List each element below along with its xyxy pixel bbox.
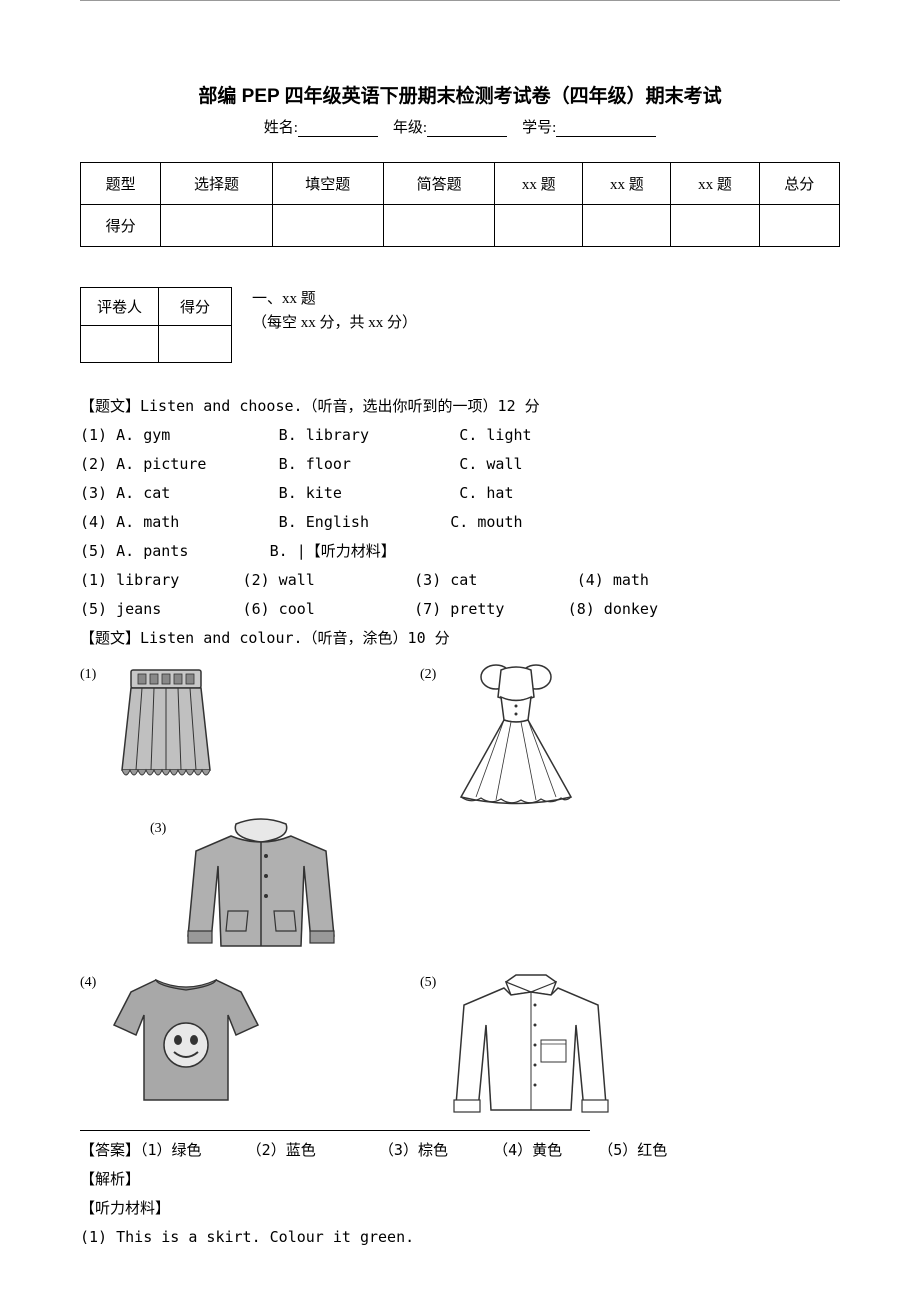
score-header-row: 题型 选择题 填空题 简答题 xx 题 xx 题 xx 题 总分 xyxy=(81,163,840,205)
score-h7: 总分 xyxy=(759,163,839,205)
grade-label: 年级: xyxy=(393,120,427,136)
img-label-5: (5) xyxy=(420,970,436,995)
q1-option: (5) A. pants B. |【听力材料】 xyxy=(80,538,840,565)
img-label-1: (1) xyxy=(80,662,96,687)
q1-option: (2) A. picture B. floor C. wall xyxy=(80,451,840,478)
score-cell[interactable] xyxy=(583,205,671,247)
score-cell[interactable] xyxy=(671,205,759,247)
score-h5: xx 题 xyxy=(583,163,671,205)
score-h1: 选择题 xyxy=(161,163,272,205)
jacket-icon xyxy=(176,816,346,966)
question-content: 【题文】Listen and choose.（听音，选出你听到的一项）12 分 … xyxy=(80,393,840,1251)
q2-stem: 【题文】Listen and colour.（听音，涂色）10 分 xyxy=(80,625,840,652)
q1-option: (1) A. gym B. library C. light xyxy=(80,422,840,449)
shirt-icon xyxy=(446,970,616,1120)
skirt-icon xyxy=(106,662,226,792)
id-blank[interactable] xyxy=(556,122,656,137)
name-blank[interactable] xyxy=(298,122,378,137)
exam-page: 部编 PEP 四年级英语下册期末检测考试卷（四年级）期末考试 姓名: 年级: 学… xyxy=(80,0,840,1293)
score-cell[interactable] xyxy=(383,205,494,247)
score-table: 题型 选择题 填空题 简答题 xx 题 xx 题 xx 题 总分 得分 xyxy=(80,162,840,247)
score-cell[interactable] xyxy=(161,205,272,247)
grader-cell[interactable] xyxy=(81,326,159,363)
dress-icon xyxy=(446,662,586,812)
score-value-row: 得分 xyxy=(81,205,840,247)
q2-analysis: 【解析】 xyxy=(80,1166,840,1193)
tshirt-icon xyxy=(106,970,266,1110)
q2-material-label: 【听力材料】 xyxy=(80,1195,840,1222)
q1-answer: (1) library (2) wall (3) cat (4) math xyxy=(80,567,840,594)
section-title-block: 一、xx 题 （每空 xx 分，共 xx 分） xyxy=(252,287,417,335)
img-label-3: (3) xyxy=(150,816,166,841)
clothing-images: (1) xyxy=(80,662,840,1120)
separator xyxy=(80,1130,590,1131)
name-label: 姓名: xyxy=(264,120,298,136)
q1-option: (4) A. math B. English C. mouth xyxy=(80,509,840,536)
score-h3: 简答题 xyxy=(383,163,494,205)
score-cell[interactable] xyxy=(495,205,583,247)
grader-h2: 得分 xyxy=(159,288,232,326)
student-info: 姓名: 年级: 学号: xyxy=(80,116,840,137)
score-h4: xx 题 xyxy=(495,163,583,205)
grader-cell[interactable] xyxy=(159,326,232,363)
score-row-label: 得分 xyxy=(81,205,161,247)
section-title: 一、xx 题 xyxy=(252,287,417,311)
img-label-4: (4) xyxy=(80,970,96,995)
id-label: 学号: xyxy=(522,120,556,136)
grader-table: 评卷人 得分 xyxy=(80,287,232,363)
grade-blank[interactable] xyxy=(427,122,507,137)
score-h6: xx 题 xyxy=(671,163,759,205)
exam-title: 部编 PEP 四年级英语下册期末检测考试卷（四年级）期末考试 xyxy=(80,81,840,108)
score-cell[interactable] xyxy=(272,205,383,247)
q1-stem: 【题文】Listen and choose.（听音，选出你听到的一项）12 分 xyxy=(80,393,840,420)
score-h2: 填空题 xyxy=(272,163,383,205)
q1-option: (3) A. cat B. kite C. hat xyxy=(80,480,840,507)
grader-h1: 评卷人 xyxy=(81,288,159,326)
q1-answer: (5) jeans (6) cool (7) pretty (8) donkey xyxy=(80,596,840,623)
q2-material-line: (1) This is a skirt. Colour it green. xyxy=(80,1224,840,1251)
q2-answer: 【答案】（1）绿色 （2）蓝色 （3）棕色 （4）黄色 （5）红色 xyxy=(80,1137,840,1164)
score-cell[interactable] xyxy=(759,205,839,247)
score-h0: 题型 xyxy=(81,163,161,205)
section-subtitle: （每空 xx 分，共 xx 分） xyxy=(252,311,417,335)
section-header: 评卷人 得分 一、xx 题 （每空 xx 分，共 xx 分） xyxy=(80,287,840,363)
img-label-2: (2) xyxy=(420,662,436,687)
